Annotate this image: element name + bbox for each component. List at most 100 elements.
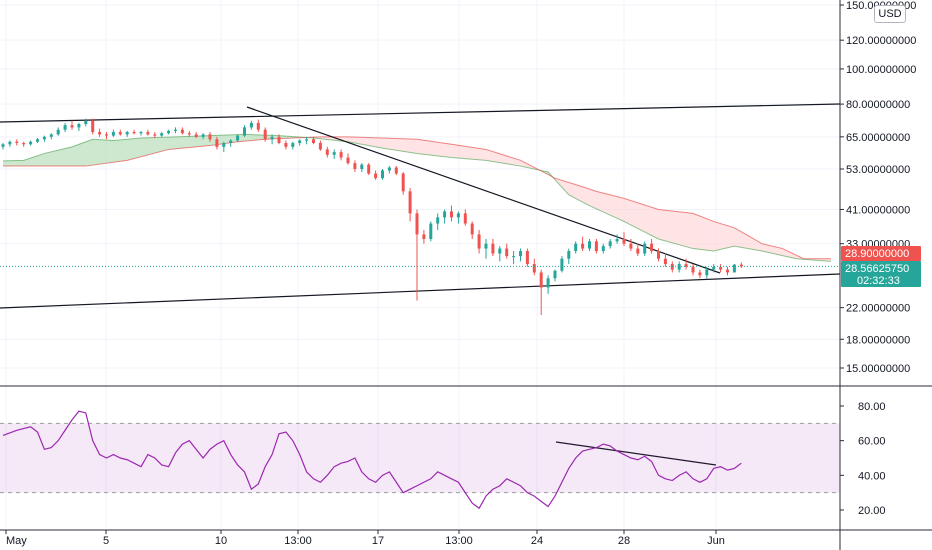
candle-down — [339, 152, 343, 158]
candle-down — [477, 234, 481, 249]
candle-up — [111, 132, 115, 136]
candle-down — [105, 134, 108, 136]
candle-up — [84, 120, 88, 125]
grid — [0, 0, 840, 528]
prev-close-label: 28.90000000 — [845, 248, 909, 260]
trendlines[interactable] — [0, 103, 841, 466]
candle-down — [153, 134, 157, 136]
time-tick-label: 28 — [618, 535, 630, 547]
candle-up — [601, 246, 605, 252]
price-tick-label: 80.00000000 — [846, 99, 910, 111]
candle-up — [305, 139, 309, 141]
candle-up — [291, 143, 295, 147]
candle-down — [263, 129, 267, 140]
candle-down — [346, 157, 350, 164]
price-tick-label: 22.00000000 — [846, 303, 910, 315]
candle-down — [491, 243, 495, 254]
candle-down — [663, 258, 667, 265]
candle-up — [705, 269, 709, 276]
time-tick-label: 10 — [215, 535, 227, 547]
candle-down — [581, 243, 585, 249]
candle-up — [360, 164, 364, 170]
rsi-band — [0, 423, 840, 493]
cloud-span-a — [2, 133, 832, 262]
candle-up — [546, 278, 550, 288]
candle-down — [118, 132, 122, 135]
time-tick-label: 17 — [372, 535, 384, 547]
candle-down — [450, 211, 453, 218]
last-price-label: 28.56625750 — [845, 263, 909, 275]
candle-up — [443, 211, 447, 218]
countdown-label: 02:32:33 — [857, 275, 900, 287]
candle-down — [657, 251, 660, 259]
candle-up — [174, 129, 177, 131]
candle-up — [553, 270, 557, 279]
candle-down — [684, 264, 688, 267]
candle-up — [498, 248, 502, 254]
candle-up — [712, 266, 716, 270]
candle-down — [187, 133, 191, 135]
trendline-lower-channel — [0, 273, 841, 309]
candle-down — [539, 272, 543, 288]
price-tick-label: 100.00000000 — [846, 64, 916, 76]
candle-up — [436, 217, 440, 224]
candle-down — [91, 120, 95, 133]
candle-down — [463, 213, 467, 224]
candle-up — [36, 139, 39, 142]
candle-down — [698, 272, 702, 276]
candle-up — [63, 125, 67, 130]
candle-up — [456, 213, 460, 218]
candle-down — [284, 143, 288, 147]
candle-up — [167, 130, 171, 134]
candle-down — [70, 125, 74, 128]
candle-down — [98, 132, 102, 135]
candle-down — [532, 264, 536, 273]
rsi-pane — [0, 410, 840, 510]
currency-badge[interactable]: USD — [874, 5, 906, 23]
time-tick-label: 5 — [103, 535, 109, 547]
candle-up — [519, 251, 522, 257]
candle-down — [215, 139, 219, 147]
price-tick-label: 15.00000000 — [846, 363, 910, 375]
candle-up — [298, 140, 302, 144]
candle-down — [394, 167, 398, 174]
candle-up — [677, 264, 681, 270]
price-tick-label: 41.00000000 — [846, 204, 910, 216]
candle-up — [643, 243, 647, 254]
rsi-tick-label: 20.00 — [858, 505, 886, 517]
last-price-badge — [841, 261, 921, 287]
candle-up — [484, 243, 488, 249]
rsi-tick-label: 60.00 — [858, 436, 886, 448]
candle-down — [15, 141, 19, 144]
prev-close-badge — [841, 246, 921, 261]
cloud-span-b — [3, 136, 831, 260]
candle-down — [318, 143, 322, 150]
candle-down — [726, 269, 729, 273]
candle-down — [525, 251, 529, 265]
price-tick-label: 18.00000000 — [846, 334, 910, 346]
candle-up — [229, 140, 233, 144]
candle-up — [49, 134, 53, 137]
candle-down — [256, 122, 260, 130]
time-tick-label: Jun — [707, 535, 725, 547]
candle-down — [629, 243, 633, 249]
price-tick-label: 65.00000000 — [846, 132, 910, 144]
candle-up — [8, 141, 12, 145]
candle-down — [374, 173, 378, 179]
candle-down — [180, 129, 184, 134]
candle-up — [222, 143, 226, 147]
candle-up — [1, 144, 5, 147]
candle-up — [77, 124, 81, 128]
candle-down — [594, 241, 598, 252]
candle-up — [236, 135, 240, 141]
candle-up — [270, 136, 274, 140]
price-tick-label: 53.00000000 — [846, 164, 910, 176]
candle-down — [132, 132, 136, 134]
rsi-line — [2, 410, 742, 510]
candle-up — [560, 258, 564, 271]
candle-down — [277, 136, 281, 144]
candle-up — [243, 127, 246, 136]
time-tick-label: 13:00 — [445, 535, 473, 547]
trendline-upper-channel — [0, 103, 841, 123]
